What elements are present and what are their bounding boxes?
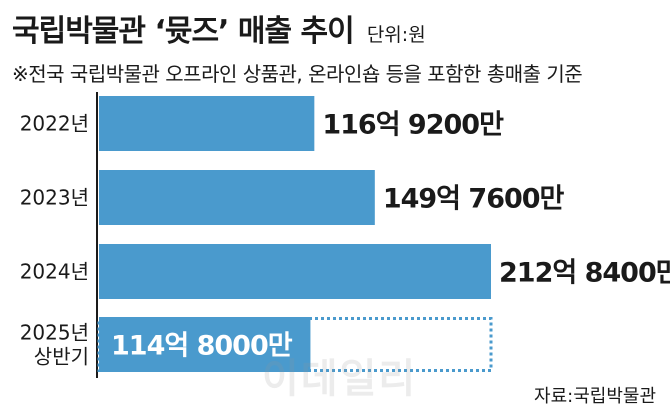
value-label: 114억 8000만 (111, 331, 293, 362)
bar (99, 170, 375, 225)
title-row: 국립박물관 ‘뮷즈’ 매출 추이 단위:원 (12, 6, 426, 56)
bar (99, 96, 315, 151)
bar (99, 317, 311, 372)
chart-note: ※전국 국립박물관 오프라인 상품관, 온라인숍 등을 포함한 총매출 기준 (12, 62, 583, 86)
category-label: 2025년 상반기 (20, 321, 89, 369)
chart-title: 국립박물관 ‘뮷즈’ 매출 추이 (12, 14, 355, 49)
category-label: 2023년 (20, 186, 89, 210)
value-label: 149억 7600만 (383, 184, 565, 215)
bar (99, 244, 491, 299)
unit-label: 단위:원 (366, 24, 426, 46)
source-label: 자료:국립박물관 (534, 386, 656, 407)
watermark: 이데일리 (262, 356, 418, 402)
category-label: 2022년 (20, 112, 89, 136)
category-label: 2024년 (20, 260, 89, 284)
value-label: 212억 8400만 (499, 258, 670, 289)
value-label: 116억 9200만 (322, 110, 504, 141)
